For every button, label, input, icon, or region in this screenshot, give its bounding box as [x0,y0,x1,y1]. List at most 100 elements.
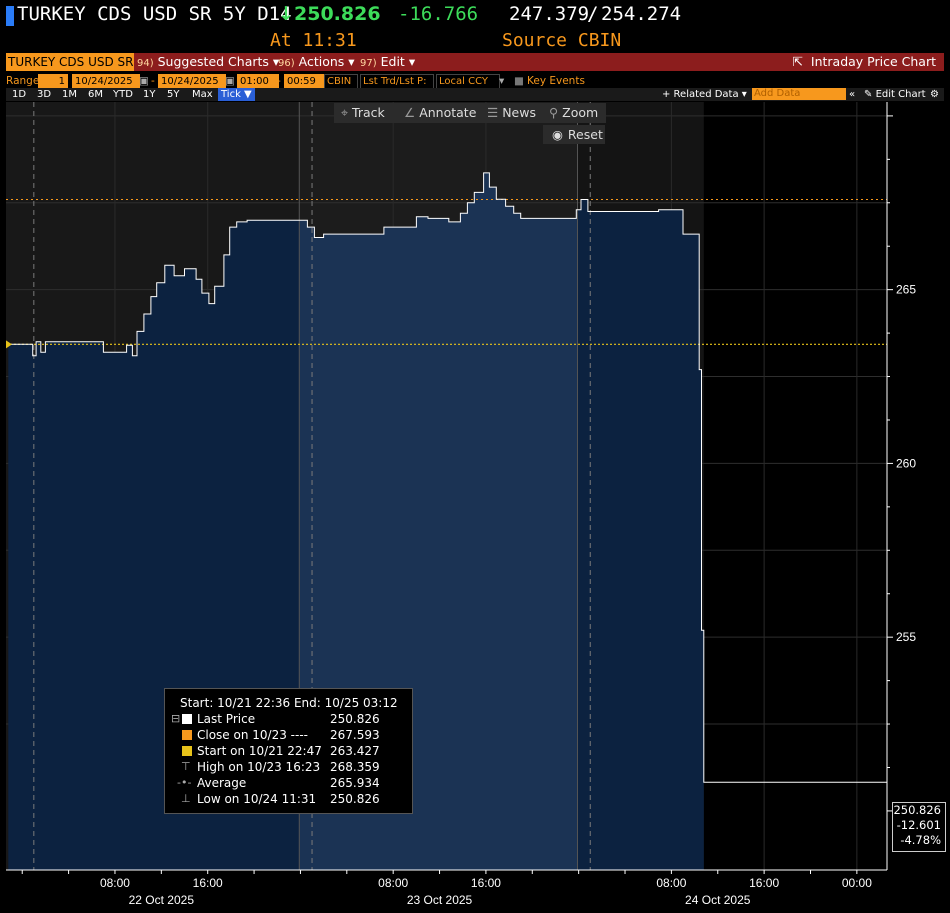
period-1d[interactable]: 1D [12,89,27,100]
x-tick-label: 08:00 [378,876,408,890]
x-tick-label: 08:00 [100,876,130,890]
reset-label: Reset [567,127,603,142]
legend-label: High on 10/23 16:23 [197,760,321,774]
period-1y[interactable]: 1Y [143,89,156,100]
gear-icon[interactable]: ⚙ [930,89,939,100]
price-type-field[interactable]: Lst Trd/Lst P: [360,74,434,89]
source-label: Source CBIN [502,30,622,51]
legend-value: 250.826 [330,712,380,726]
news-button[interactable]: ☰ News [487,103,536,123]
start-date-field[interactable]: 10/24/2025 [72,74,140,89]
day-label: 22 Oct 2025 [129,893,195,907]
period-1m[interactable]: 1M [62,89,77,100]
chevron-down-icon[interactable]: ▾ [499,75,505,87]
percent-change-tag: -4.78% [900,833,941,847]
legend-swatch [182,730,192,740]
intraday-price-chart-link[interactable]: ⇱ Intraday Price Chart [792,53,936,71]
x-tick-label: 16:00 [471,876,501,890]
title-bar: TURKEY CDS USD SR 5Y D14 ↓ 250.826 -16.7… [0,0,950,32]
legend-label: Start on 10/21 22:47 [197,744,322,758]
calendar-icon[interactable]: ▣ [139,75,149,87]
ticker-name: TURKEY CDS USD SR 5Y D14 [17,3,292,25]
reset-button[interactable]: ◉ Reset [543,125,605,144]
last-price-box: 250.826 -12.601 -4.78% [892,802,946,852]
price-chart[interactable]: 255 260 265 08:00 16:00 08:00 16:00 08:00 16:00… [0,102,950,913]
legend-value: 267.593 [330,728,380,742]
period-tick-selected[interactable]: Tick ▼ [218,88,255,101]
collapse-icon[interactable]: « [849,89,856,100]
legend-row[interactable]: ⊤ High on 10/23 16:23 268.359 [165,759,412,775]
time-dash: - [277,75,281,87]
legend-label: Average [197,776,247,790]
end-date-field[interactable]: 10/24/2025 [158,74,226,89]
legend-title-row: Start: 10/21 22:36 End: 10/25 03:12 [165,695,412,711]
track-label: Track [352,105,385,120]
magnifier-icon: ⚲ [549,105,559,120]
chart-legend: Start: 10/21 22:36 End: 10/25 03:12 ⊟ La… [164,688,413,814]
key-events-label[interactable]: Key Events [527,75,585,87]
calendar-icon[interactable]: ▣ [225,75,235,87]
menu-label: Edit [380,54,405,69]
start-marker [6,340,12,349]
x-tick-label: 16:00 [193,876,223,890]
legend-row[interactable]: Close on 10/23 ---- 267.593 [165,727,412,743]
legend-swatch [182,714,192,724]
legend-value: 250.826 [330,792,380,806]
period-5y[interactable]: 5Y [167,89,180,100]
zoom-button[interactable]: ⚲ Zoom [549,103,598,123]
range-bar: Range 1 10/24/2025 ▣ - 10/24/2025 ▣ 01:0… [6,73,944,89]
edit-menu[interactable]: 97) Edit ▾ [360,53,415,71]
legend-value: 265.934 [330,776,380,790]
checkbox-icon[interactable]: ■ [514,75,524,87]
last-price-line [8,172,887,783]
range-dash: - [151,75,155,87]
period-max[interactable]: Max [192,89,213,100]
edit-chart-button[interactable]: ✎ Edit Chart [864,88,926,101]
dropdown-icon: ▾ [348,54,355,69]
high-marker-icon: ⊤ [181,760,191,773]
security-field[interactable]: TURKEY CDS USD SR [6,53,134,71]
legend-value: 263.427 [330,744,380,758]
legend-label: Low on 10/24 11:31 [197,792,317,806]
add-data-input[interactable]: Add Data [752,88,846,100]
annotate-button[interactable]: ∠ Annotate [404,103,476,123]
change-tag: -12.601 [896,818,941,832]
range-number-field[interactable]: 1 [38,74,68,89]
last-price: 250.826 [294,3,381,25]
suggested-charts-menu[interactable]: 94) Suggested Charts ▾ [137,53,279,71]
end-time-field[interactable]: 00:59 [284,74,326,89]
period-ytd[interactable]: YTD [113,89,133,100]
chart-title-label: Intraday Price Chart [810,54,936,69]
zoom-label: Zoom [562,105,599,120]
legend-row[interactable]: Start on 10/21 22:47 263.427 [165,743,412,759]
low-marker-icon: ⊥ [181,792,191,805]
chart-toolbar: ⌖ Track ∠ Annotate ☰ News ⚲ Zoom [334,103,606,123]
legend-swatch [182,746,192,756]
y-tick-label: 260 [896,456,916,470]
period-bar: 1D 3D 1M 6M YTD 1Y 5Y Max Tick ▼ + Relat… [6,88,944,101]
period-3d[interactable]: 3D [37,89,52,100]
time-label: At 11:31 [270,30,357,51]
legend-row[interactable]: ⊟ Last Price 250.826 [165,711,412,727]
edit-chart-label: Edit Chart [875,89,926,100]
ask-price: 254.274 [601,3,682,25]
legend-row[interactable]: ⊥ Low on 10/24 11:31 250.826 [165,791,412,807]
range-label: Range [6,75,40,87]
source-field[interactable]: CBIN [324,74,358,89]
currency-field[interactable]: Local CCY [436,74,500,89]
related-data-button[interactable]: + Related Data ▾ [662,89,747,100]
legend-row[interactable]: -•- Average 265.934 [165,775,412,791]
menu-number: 97) [360,58,377,69]
menu-number: 96) [278,58,295,69]
track-button[interactable]: ⌖ Track [341,103,385,123]
legend-label: Close on 10/23 ---- [197,728,308,742]
menu-bar: TURKEY CDS USD SR 94) Suggested Charts ▾… [6,53,944,71]
last-price-tag: 250.826 [893,803,941,817]
subtitle-bar: At 11:31 Source CBIN [0,30,950,52]
pencil-icon: ✎ [864,89,873,100]
menu-label: Suggested Charts [157,54,269,69]
news-label: News [502,105,536,120]
period-6m[interactable]: 6M [88,89,103,100]
start-time-field[interactable]: 01:00 [237,74,279,89]
actions-menu[interactable]: 96) Actions ▾ [278,53,355,71]
